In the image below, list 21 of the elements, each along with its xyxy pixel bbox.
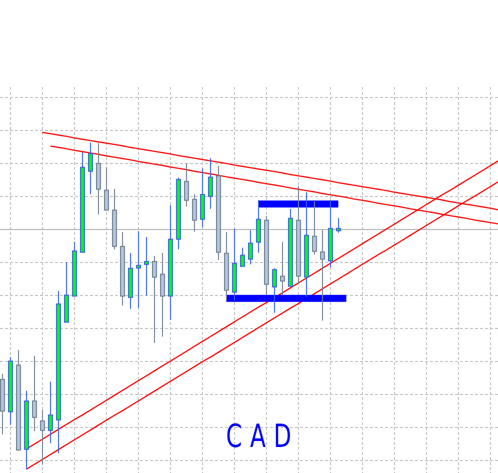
- annotation: CAD: [226, 417, 300, 456]
- candlestick: [192, 194, 197, 232]
- candlestick: [152, 255, 157, 344]
- candlestick: [336, 217, 341, 234]
- candlestick: [280, 241, 285, 296]
- candlestick: [312, 200, 317, 256]
- candlestick: [272, 268, 277, 314]
- candlestick: [40, 410, 45, 465]
- candlestick: [320, 230, 325, 322]
- candlestick: [144, 236, 149, 296]
- candlestick: [136, 230, 141, 308]
- candlestick: [256, 200, 261, 254]
- candlestick: [248, 230, 253, 265]
- candlestick: [240, 247, 245, 267]
- candlestick: [160, 252, 165, 338]
- candlestick: [32, 355, 37, 432]
- candlestick: [48, 381, 53, 444]
- candlestick: [88, 142, 93, 195]
- candlestick: [208, 158, 213, 210]
- candlestick: [104, 167, 109, 211]
- candlestick: [184, 162, 189, 208]
